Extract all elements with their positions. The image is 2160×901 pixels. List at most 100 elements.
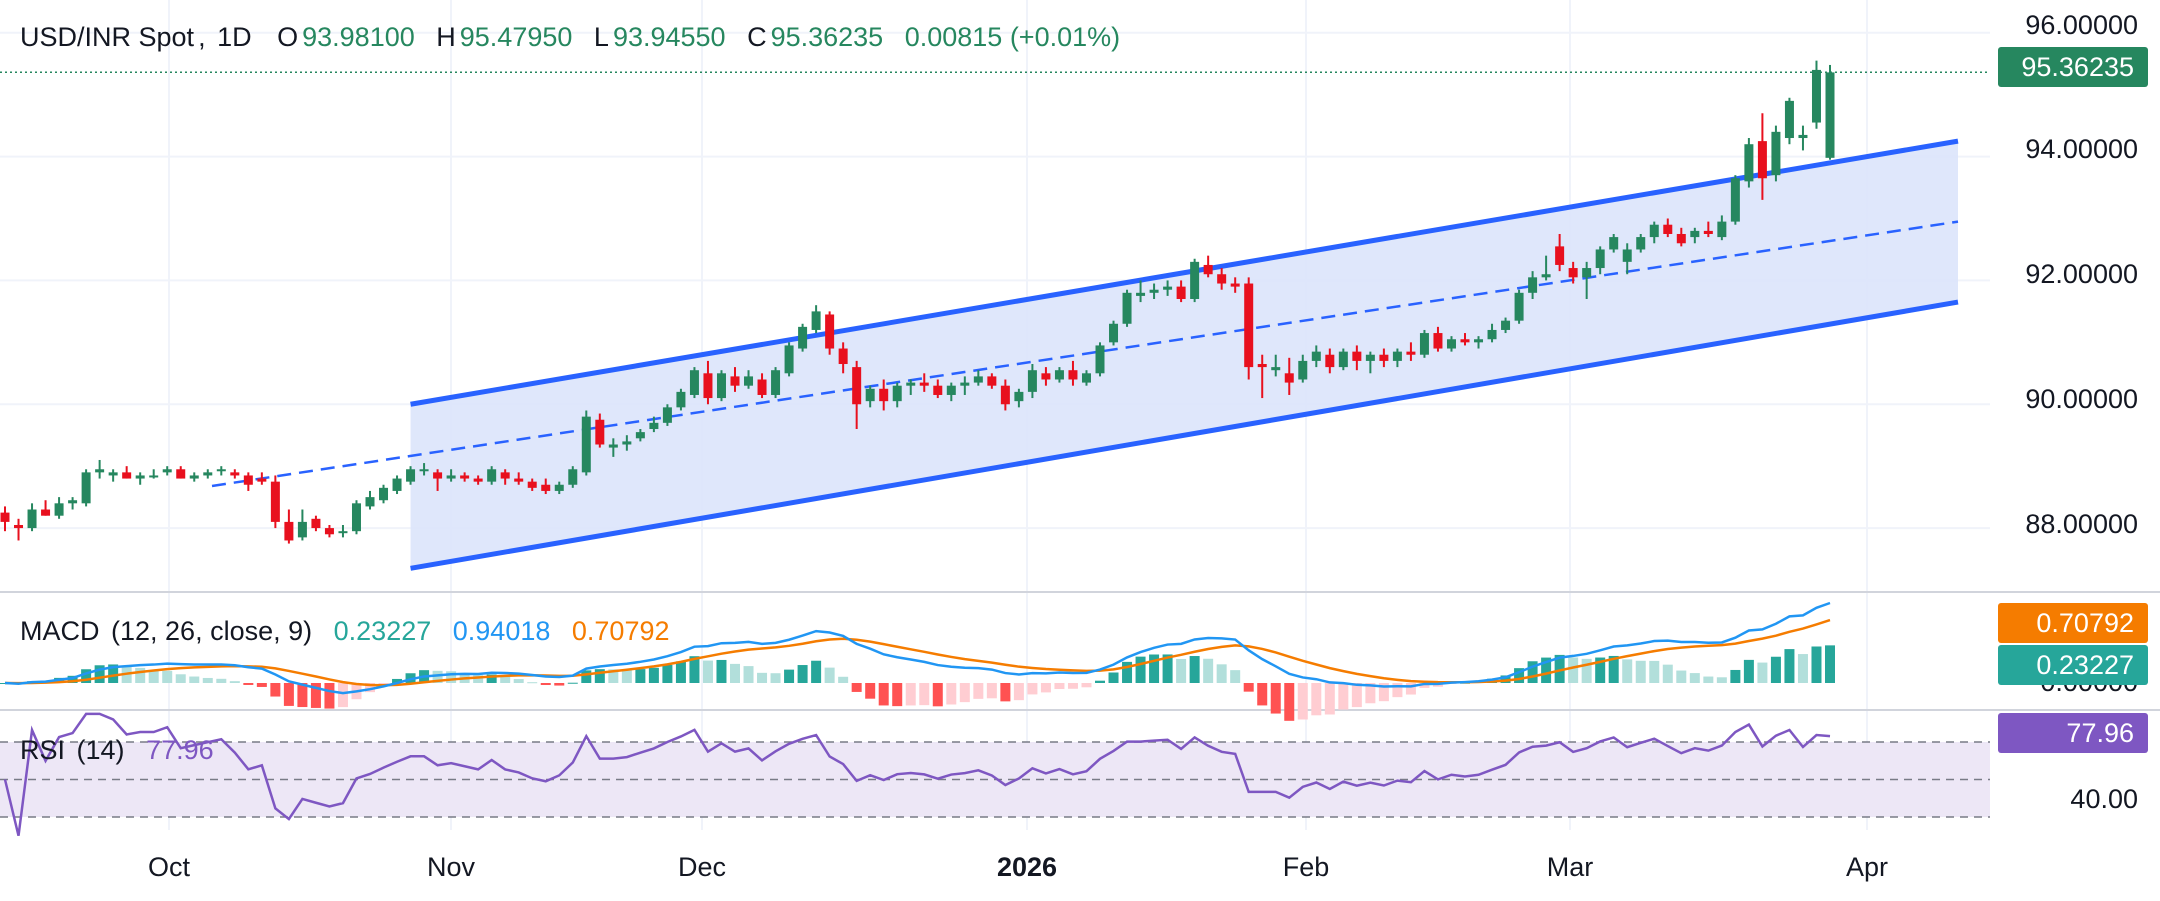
- candle-body: [1379, 354, 1389, 361]
- macd-histogram-bar: [1230, 670, 1241, 683]
- candle-body: [1446, 339, 1456, 349]
- macd-histogram-bar: [1149, 654, 1160, 683]
- macd-histogram-bar: [1825, 645, 1835, 683]
- macd-histogram-bar: [1676, 670, 1687, 683]
- channel-upper-line[interactable]: [410, 138, 1959, 407]
- candle-body: [1528, 277, 1538, 293]
- macd-histogram-bar: [811, 660, 822, 683]
- candle-body: [1406, 351, 1416, 355]
- candle-body: [1054, 370, 1064, 380]
- macd-histogram-bar: [581, 670, 592, 683]
- macd-histogram-bar: [1257, 683, 1268, 706]
- candle-body: [1487, 329, 1497, 340]
- candle-body: [581, 416, 591, 473]
- macd-histogram-bar: [1568, 657, 1579, 683]
- candle-body: [365, 497, 375, 507]
- macd-histogram-badge: 0.23227: [1998, 645, 2148, 685]
- macd-histogram-bar: [1662, 664, 1673, 683]
- symbol-name[interactable]: USD/INR Spot: [20, 22, 195, 52]
- macd-histogram-bar: [716, 659, 727, 683]
- candle-body: [973, 376, 983, 383]
- macd-histogram-bar: [297, 683, 308, 708]
- macd-histogram-bar: [243, 683, 254, 685]
- candle-body: [487, 469, 497, 482]
- channel-middle-line[interactable]: [211, 220, 1959, 488]
- macd-line: [4, 601, 1831, 695]
- time-axis-label: Feb: [1282, 852, 1330, 882]
- candle-body: [1298, 360, 1308, 380]
- macd-histogram-bar: [175, 674, 186, 683]
- macd-histogram-bar: [1797, 654, 1808, 683]
- macd-histogram-bar: [1622, 659, 1633, 683]
- candle-body: [635, 432, 645, 439]
- candle-body: [1095, 345, 1105, 374]
- macd-histogram-bar: [1027, 683, 1038, 695]
- candle-body: [1676, 233, 1686, 244]
- macd-signal-value: 0.70792: [571, 616, 670, 646]
- macd-histogram-bar: [919, 683, 930, 706]
- macd-legend: MACD (12, 26, close, 9) 0.23227 0.94018 …: [20, 614, 674, 648]
- candle-body: [1784, 100, 1794, 139]
- candle-body: [1136, 292, 1146, 296]
- macd-histogram-bar: [1635, 660, 1646, 683]
- macd-histogram-bar: [229, 681, 240, 683]
- macd-histogram-bar: [730, 663, 740, 683]
- open-label: O: [277, 22, 299, 52]
- macd-histogram-bar: [1203, 658, 1214, 683]
- macd-histogram-bar: [1135, 656, 1146, 683]
- candle-body: [595, 419, 605, 445]
- high-label: H: [436, 22, 456, 52]
- macd-histogram-bar: [1067, 683, 1078, 689]
- macd-histogram-bar: [270, 683, 281, 697]
- time-axis-label: Apr: [1845, 852, 1889, 882]
- candle-body: [1622, 249, 1632, 262]
- macd-histogram-bar: [1500, 675, 1511, 683]
- macd-name[interactable]: MACD: [20, 616, 100, 646]
- macd-histogram-bar: [1216, 664, 1227, 683]
- candle-body: [1041, 373, 1051, 380]
- candle-body: [392, 478, 402, 491]
- macd-histogram-bar: [1811, 646, 1822, 683]
- macd-histogram-bar: [838, 676, 849, 683]
- candle-body: [1176, 286, 1186, 299]
- macd-histogram-bar: [337, 683, 348, 708]
- macd-histogram-bar: [81, 669, 92, 683]
- macd-histogram-bar: [608, 669, 619, 683]
- macd-histogram-bar: [135, 667, 146, 683]
- candle-body: [933, 385, 943, 395]
- channel-lower-line[interactable]: [410, 299, 1959, 571]
- candle-body: [1244, 283, 1254, 368]
- macd-histogram-bar: [148, 669, 159, 683]
- macd-histogram-bar: [1013, 683, 1024, 701]
- macd-histogram-bar: [554, 683, 565, 686]
- candle-body: [716, 373, 726, 399]
- candle-body: [1595, 249, 1605, 269]
- candle-body: [838, 348, 848, 365]
- candle-body: [257, 478, 267, 482]
- candle-body: [946, 385, 956, 395]
- macd-histogram-bar: [1784, 649, 1795, 683]
- candle-body: [54, 503, 64, 516]
- high-value: 95.47950: [459, 22, 573, 52]
- candle-body: [1068, 370, 1078, 380]
- interval-label[interactable]: 1D: [217, 22, 252, 52]
- candle-body: [1514, 292, 1524, 321]
- candle-body: [81, 472, 91, 504]
- macd-histogram-bar: [1270, 683, 1281, 714]
- rsi-name[interactable]: RSI: [20, 735, 66, 765]
- macd-histogram-bar: [500, 676, 511, 683]
- macd-histogram-bar: [527, 682, 538, 684]
- price-axis-label: 96.00000: [2025, 10, 2138, 40]
- candle-body: [1433, 333, 1443, 349]
- candle-body: [379, 487, 389, 501]
- macd-histogram-bar: [1054, 683, 1065, 690]
- candle-body: [122, 472, 132, 479]
- macd-histogram-bar: [892, 683, 903, 707]
- rsi-pane: [0, 712, 1990, 837]
- candle-body: [1690, 230, 1700, 238]
- macd-histogram-bar: [1554, 654, 1565, 683]
- macd-histogram-bar: [1757, 662, 1768, 683]
- candle-body: [1338, 351, 1348, 368]
- macd-histogram-bar: [702, 660, 713, 683]
